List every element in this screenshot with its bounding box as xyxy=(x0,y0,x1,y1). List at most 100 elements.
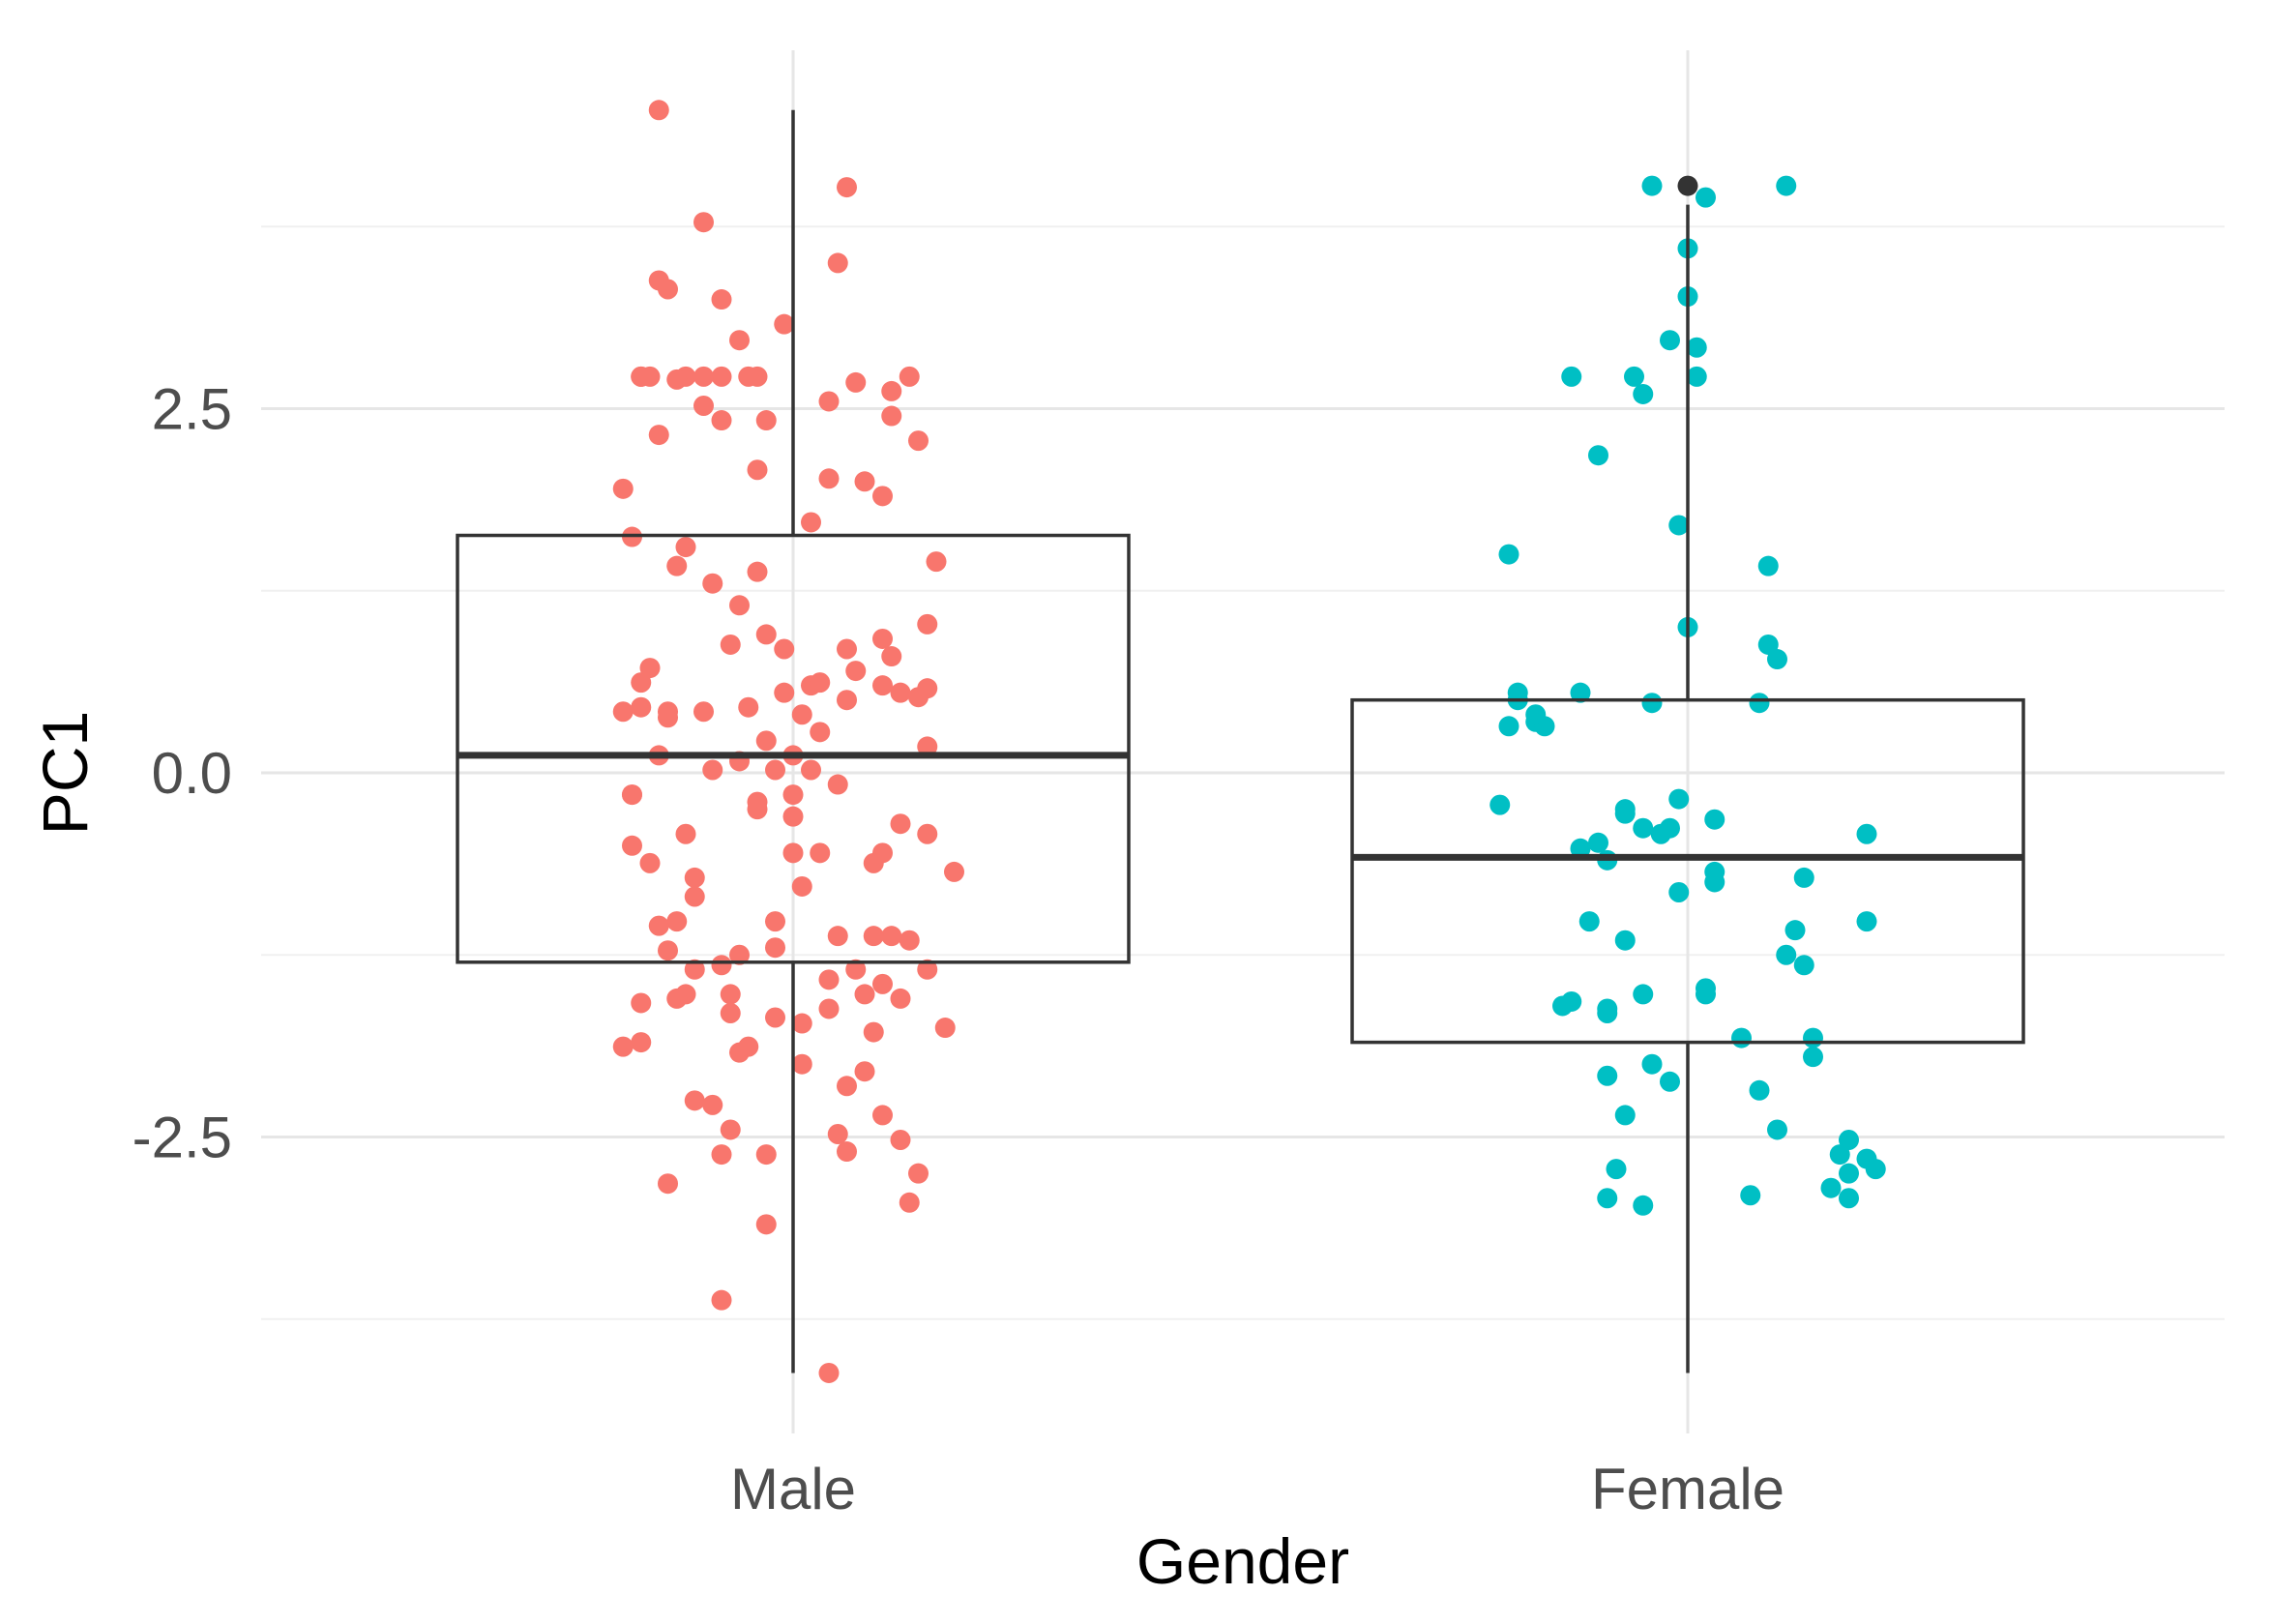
point-male-23 xyxy=(666,555,688,576)
point-male-143 xyxy=(782,806,804,827)
point-female-54 xyxy=(1614,1105,1636,1126)
point-female-2 xyxy=(1696,187,1716,208)
point-male-108 xyxy=(837,638,857,660)
point-female-13 xyxy=(1757,555,1779,576)
point-male-86 xyxy=(854,1061,875,1082)
point-female-74 xyxy=(1668,881,1690,902)
point-female-23 xyxy=(1749,693,1770,714)
point-male-90 xyxy=(711,1144,732,1166)
point-male-48 xyxy=(702,759,723,781)
point-male-114 xyxy=(908,430,929,452)
point-female-38 xyxy=(1793,867,1814,888)
point-male-47 xyxy=(755,730,777,752)
point-male-34 xyxy=(872,628,893,649)
outlier-female-0 xyxy=(1677,175,1698,196)
point-male-100 xyxy=(720,1002,741,1023)
point-female-59 xyxy=(1839,1188,1859,1209)
point-male-105 xyxy=(791,875,812,897)
point-male-122 xyxy=(666,369,688,390)
point-male-119 xyxy=(711,289,732,310)
point-female-69 xyxy=(1597,1065,1618,1086)
point-female-51 xyxy=(1803,1027,1823,1048)
point-male-120 xyxy=(818,391,840,412)
point-female-9 xyxy=(1624,366,1644,387)
point-male-92 xyxy=(837,1141,857,1163)
point-male-44 xyxy=(720,634,741,655)
point-male-109 xyxy=(702,573,723,594)
point-male-130 xyxy=(684,886,705,907)
point-male-113 xyxy=(801,512,821,533)
point-male-80 xyxy=(791,1013,812,1034)
point-male-82 xyxy=(631,1032,652,1053)
box-male xyxy=(456,533,1131,964)
point-female-52 xyxy=(1803,1047,1823,1068)
point-female-48 xyxy=(1696,984,1716,1005)
point-male-66 xyxy=(827,926,848,947)
y-axis-title: PC1 xyxy=(29,711,101,835)
point-female-22 xyxy=(1570,682,1591,703)
point-female-67 xyxy=(1749,1079,1770,1101)
point-male-51 xyxy=(827,774,848,795)
point-male-116 xyxy=(747,459,768,481)
point-female-73 xyxy=(1776,944,1797,965)
point-male-1 xyxy=(837,177,857,198)
point-female-46 xyxy=(1552,995,1573,1017)
x-axis-ticks: Male Female xyxy=(730,1457,1784,1521)
point-female-35 xyxy=(1704,809,1725,830)
point-male-46 xyxy=(801,759,821,781)
y-tick-label-2: 2.5 xyxy=(152,377,232,442)
point-male-94 xyxy=(658,1173,678,1195)
point-male-133 xyxy=(890,988,911,1009)
point-male-106 xyxy=(765,759,785,781)
point-male-33 xyxy=(837,690,857,711)
point-male-136 xyxy=(837,1076,857,1097)
point-male-107 xyxy=(890,682,911,703)
point-female-33 xyxy=(1660,817,1680,839)
point-male-142 xyxy=(810,722,831,743)
jitter-points xyxy=(612,100,1886,1383)
point-female-53 xyxy=(1641,1053,1663,1075)
point-female-47 xyxy=(1633,984,1654,1005)
point-female-17 xyxy=(1767,649,1787,670)
point-male-139 xyxy=(720,1119,741,1140)
point-male-129 xyxy=(863,852,884,873)
point-male-88 xyxy=(827,1123,848,1144)
boxplots xyxy=(456,109,2025,1373)
point-male-50 xyxy=(622,784,642,806)
y-tick-label-0: -2.5 xyxy=(133,1106,232,1170)
point-female-58 xyxy=(1839,1163,1859,1184)
point-male-103 xyxy=(684,867,705,888)
point-male-64 xyxy=(684,959,705,980)
point-male-91 xyxy=(755,1144,777,1166)
point-male-118 xyxy=(774,313,795,335)
point-female-64 xyxy=(1865,1159,1886,1180)
point-female-16 xyxy=(1757,634,1779,655)
point-male-65 xyxy=(845,959,867,980)
point-male-63 xyxy=(711,955,732,976)
point-female-12 xyxy=(1668,515,1690,536)
point-male-26 xyxy=(774,682,795,703)
point-male-99 xyxy=(863,1021,884,1043)
point-male-89 xyxy=(890,1130,911,1151)
point-male-25 xyxy=(755,624,777,645)
point-male-71 xyxy=(881,926,902,947)
point-female-6 xyxy=(1686,337,1707,358)
point-male-11 xyxy=(711,366,732,387)
point-female-41 xyxy=(1856,911,1877,932)
point-male-101 xyxy=(631,992,652,1014)
point-male-10 xyxy=(729,330,750,351)
point-male-18 xyxy=(711,410,732,431)
point-male-43 xyxy=(872,675,893,696)
point-male-29 xyxy=(631,696,652,718)
point-male-62 xyxy=(666,911,688,932)
point-male-76 xyxy=(854,984,875,1005)
point-male-144 xyxy=(782,842,804,864)
point-male-31 xyxy=(612,701,634,723)
point-male-135 xyxy=(612,1036,634,1057)
point-male-24 xyxy=(729,595,750,616)
point-male-138 xyxy=(872,1105,893,1126)
point-female-40 xyxy=(1614,930,1636,951)
point-male-125 xyxy=(631,672,652,694)
